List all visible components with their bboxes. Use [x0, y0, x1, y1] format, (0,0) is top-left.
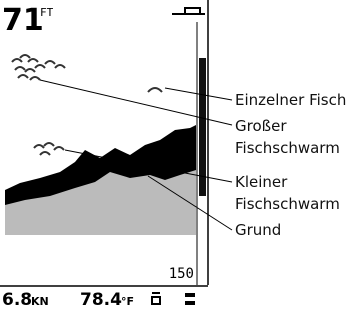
- callout-label: Fischschwarm: [235, 139, 340, 157]
- callout-label: Einzelner Fisch: [235, 91, 346, 109]
- speed-unit: KN: [31, 295, 49, 308]
- depth-unit: FT: [40, 6, 54, 19]
- callout-label: Grund: [235, 221, 281, 239]
- callouts: Einzelner Fisch Großer Fischschwarm Kleiner…: [235, 91, 346, 239]
- range-bottom: 150: [169, 266, 194, 282]
- callout-label: Fischschwarm: [235, 195, 340, 213]
- callout-label: Großer: [235, 117, 287, 135]
- sonar-figure: 71 FT 150 6.8 KN 78.4 °F Einzelner Fisch…: [0, 0, 354, 310]
- depth-value: 71: [2, 3, 44, 38]
- temperature-unit: °F: [121, 295, 134, 308]
- temperature: 78.4: [80, 290, 122, 310]
- scale-bar: [199, 58, 206, 196]
- speed: 6.8: [2, 290, 32, 310]
- callout-label: Kleiner: [235, 173, 288, 191]
